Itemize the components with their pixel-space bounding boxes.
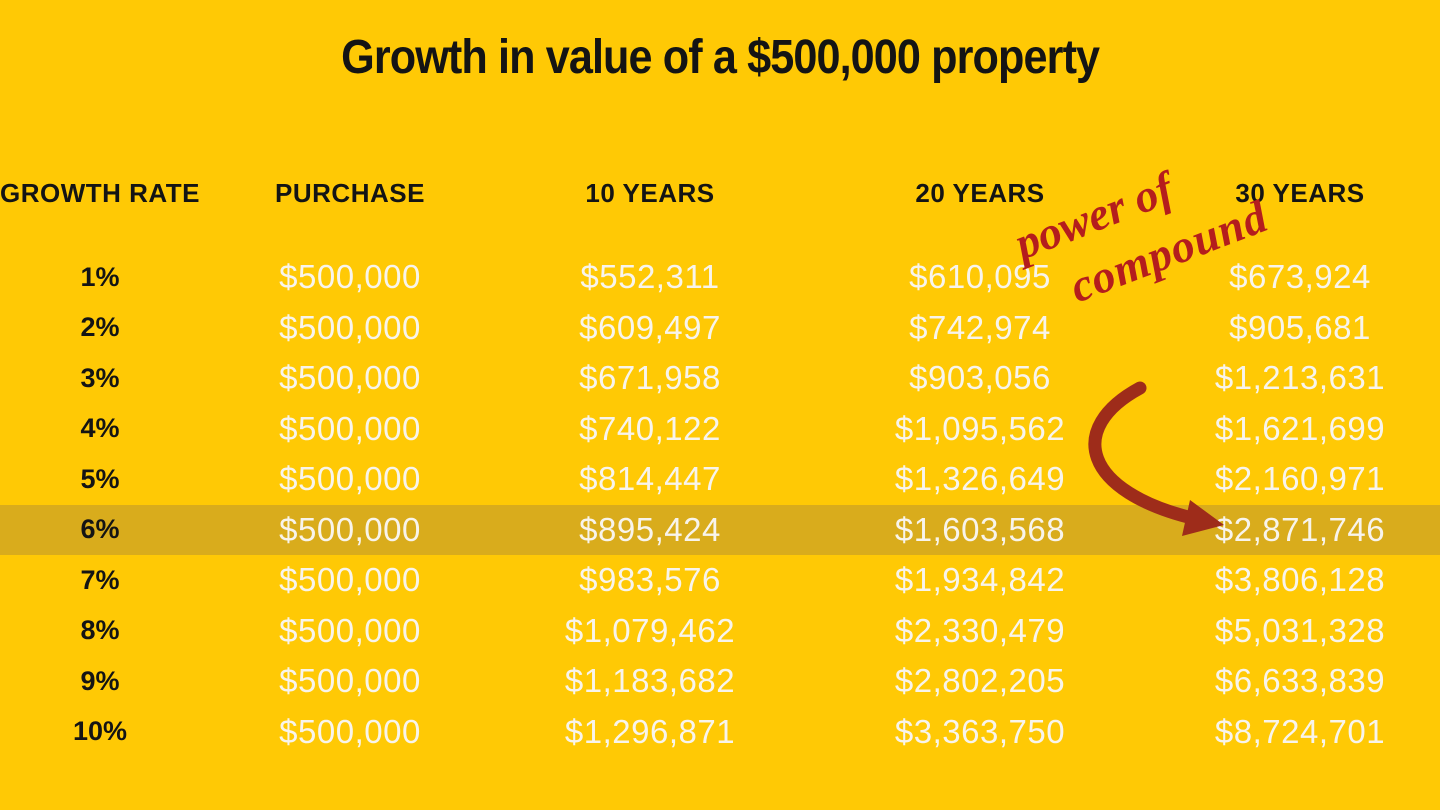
table-row: 1% $500,000 $552,311 $610,095 $673,924 [0, 252, 1440, 303]
value-cell: $500,000 [279, 308, 421, 346]
table-row: 7% $500,000 $983,576 $1,934,842 $3,806,128 [0, 555, 1440, 606]
value-cell: $1,095,562 [894, 409, 1066, 447]
value-cell: $500,000 [279, 510, 421, 548]
column-header-10-years: 10 YEARS [585, 177, 715, 208]
growth-rate-cell: 3% [80, 362, 120, 393]
value-cell: $2,160,971 [1214, 460, 1386, 498]
table-body: 1% $500,000 $552,311 $610,095 $673,924 2% $500… [0, 252, 1440, 757]
growth-rate-cell: 1% [80, 261, 120, 292]
table-header-row: GROWTH RATE PURCHASE 10 YEARS 20 YEARS 30 YE… [0, 170, 1440, 216]
value-cell: $814,447 [579, 460, 721, 498]
growth-rate-cell: 10% [72, 716, 128, 747]
table-row: 3% $500,000 $671,958 $903,056 $1,213,631 [0, 353, 1440, 404]
value-cell: $609,497 [579, 308, 721, 346]
value-cell: $500,000 [279, 359, 421, 397]
value-cell: $1,326,649 [894, 460, 1066, 498]
growth-rate-cell: 8% [80, 615, 120, 646]
column-header-growth-rate: GROWTH RATE [0, 177, 200, 208]
value-cell: $6,633,839 [1214, 662, 1386, 700]
value-cell: $2,802,205 [894, 662, 1066, 700]
value-cell: $742,974 [909, 308, 1051, 346]
value-cell: $1,296,871 [564, 712, 736, 750]
value-cell: $5,031,328 [1214, 611, 1386, 649]
value-cell: $1,213,631 [1214, 359, 1386, 397]
value-cell: $500,000 [279, 258, 421, 296]
table-row: 10% $500,000 $1,296,871 $3,363,750 $8,724,70… [0, 707, 1440, 758]
growth-rate-cell: 6% [80, 514, 120, 545]
value-cell: $1,934,842 [894, 561, 1066, 599]
page-title: Growth in value of a $500,000 property [0, 30, 1440, 85]
table-row: 4% $500,000 $740,122 $1,095,562 $1,621,699 [0, 404, 1440, 455]
value-cell: $671,958 [579, 359, 721, 397]
value-cell: $2,330,479 [894, 611, 1066, 649]
growth-rate-cell: 9% [80, 665, 120, 696]
value-cell: $903,056 [909, 359, 1051, 397]
value-cell: $552,311 [580, 258, 720, 296]
table-row: 9% $500,000 $1,183,682 $2,802,205 $6,633,839 [0, 656, 1440, 707]
value-cell: $500,000 [279, 460, 421, 498]
value-cell: $673,924 [1229, 258, 1371, 296]
value-cell: $983,576 [579, 561, 721, 599]
growth-rate-cell: 4% [80, 413, 120, 444]
growth-rate-cell: 2% [80, 312, 120, 343]
value-cell: $500,000 [279, 561, 421, 599]
column-header-purchase: PURCHASE [275, 177, 425, 208]
value-cell: $8,724,701 [1214, 712, 1386, 750]
value-cell: $500,000 [279, 712, 421, 750]
column-header-20-years: 20 YEARS [915, 177, 1045, 208]
value-cell: $3,363,750 [894, 712, 1066, 750]
table-row-highlighted: 6% $500,000 $895,424 $1,603,568 $2,871,746 [0, 504, 1440, 555]
value-cell: $1,079,462 [564, 611, 736, 649]
value-cell: $610,095 [909, 258, 1051, 296]
value-cell: $500,000 [279, 611, 421, 649]
value-cell: $740,122 [579, 409, 721, 447]
table-row: 8% $500,000 $1,079,462 $2,330,479 $5,031,328 [0, 606, 1440, 657]
page-title-text: Growth in value of a $500,000 property [340, 31, 1100, 84]
value-cell: $500,000 [279, 409, 421, 447]
growth-rate-cell: 7% [80, 564, 120, 595]
value-cell: $1,183,682 [564, 662, 736, 700]
value-cell: $2,871,746 [1214, 510, 1386, 548]
table-row: 2% $500,000 $609,497 $742,974 $905,681 [0, 303, 1440, 354]
value-cell: $1,603,568 [894, 510, 1066, 548]
growth-rate-cell: 5% [80, 463, 120, 494]
table-row: 5% $500,000 $814,447 $1,326,649 $2,160,971 [0, 454, 1440, 505]
value-cell: $1,621,699 [1214, 409, 1386, 447]
value-cell: $905,681 [1229, 308, 1371, 346]
column-header-30-years: 30 YEARS [1235, 177, 1365, 208]
value-cell: $895,424 [579, 510, 721, 548]
value-cell: $3,806,128 [1214, 561, 1386, 599]
value-cell: $500,000 [279, 662, 421, 700]
